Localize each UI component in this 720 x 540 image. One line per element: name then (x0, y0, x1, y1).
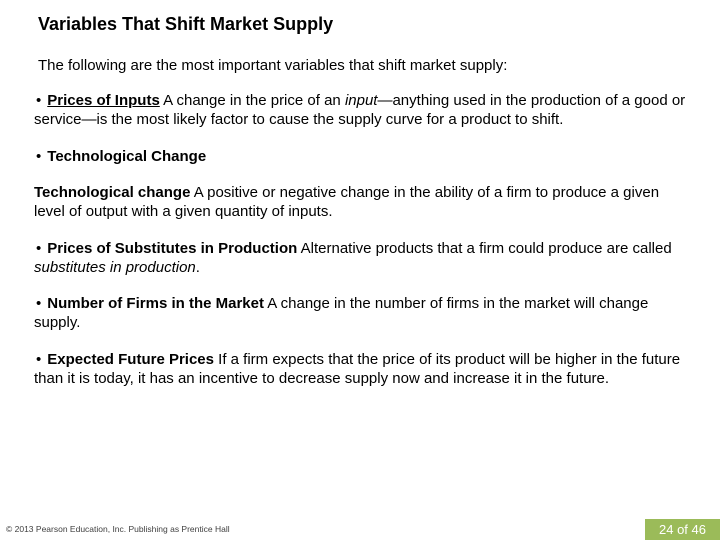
intro-text: The following are the most important var… (38, 57, 688, 74)
bullet-desc-post: . (196, 259, 200, 276)
bullet-desc-pre: Alternative products that a firm could p… (297, 240, 671, 257)
bullet-marker: • (34, 295, 47, 312)
page-number-badge: 24 of 46 (645, 519, 720, 540)
bullet-marker: • (34, 148, 47, 165)
bullet-marker: • (34, 92, 47, 109)
bullet-term: Technological Change (47, 148, 206, 165)
bullet-term: Expected Future Prices (47, 351, 214, 368)
page-total: 46 (692, 522, 706, 537)
bullet-desc-pre: A change in the price of an (160, 92, 345, 109)
bullet-marker: • (34, 351, 47, 368)
bullet-prices-of-inputs: •Prices of Inputs A change in the price … (34, 92, 688, 130)
bullet-term: Number of Firms in the Market (47, 295, 264, 312)
slide: Variables That Shift Market Supply The f… (0, 0, 720, 540)
bullet-term: Prices of Inputs (47, 92, 160, 109)
bullet-desc-em: input (345, 92, 378, 109)
bullet-term: Prices of Substitutes in Production (47, 240, 297, 257)
definition-technological-change: Technological change A positive or negat… (34, 184, 688, 222)
bullet-desc-em: substitutes in production (34, 259, 196, 276)
slide-title: Variables That Shift Market Supply (38, 14, 688, 35)
bullet-number-of-firms: •Number of Firms in the Market A change … (34, 295, 688, 333)
page-current: 24 (659, 522, 673, 537)
page-sep: of (673, 522, 691, 537)
bullet-prices-of-substitutes: •Prices of Substitutes in Production Alt… (34, 240, 688, 278)
bullet-expected-future-prices: •Expected Future Prices If a firm expect… (34, 351, 688, 389)
definition-term: Technological change (34, 184, 190, 201)
copyright-footer: © 2013 Pearson Education, Inc. Publishin… (6, 524, 230, 534)
bullet-marker: • (34, 240, 47, 257)
bullet-technological-change: •Technological Change (34, 148, 688, 167)
